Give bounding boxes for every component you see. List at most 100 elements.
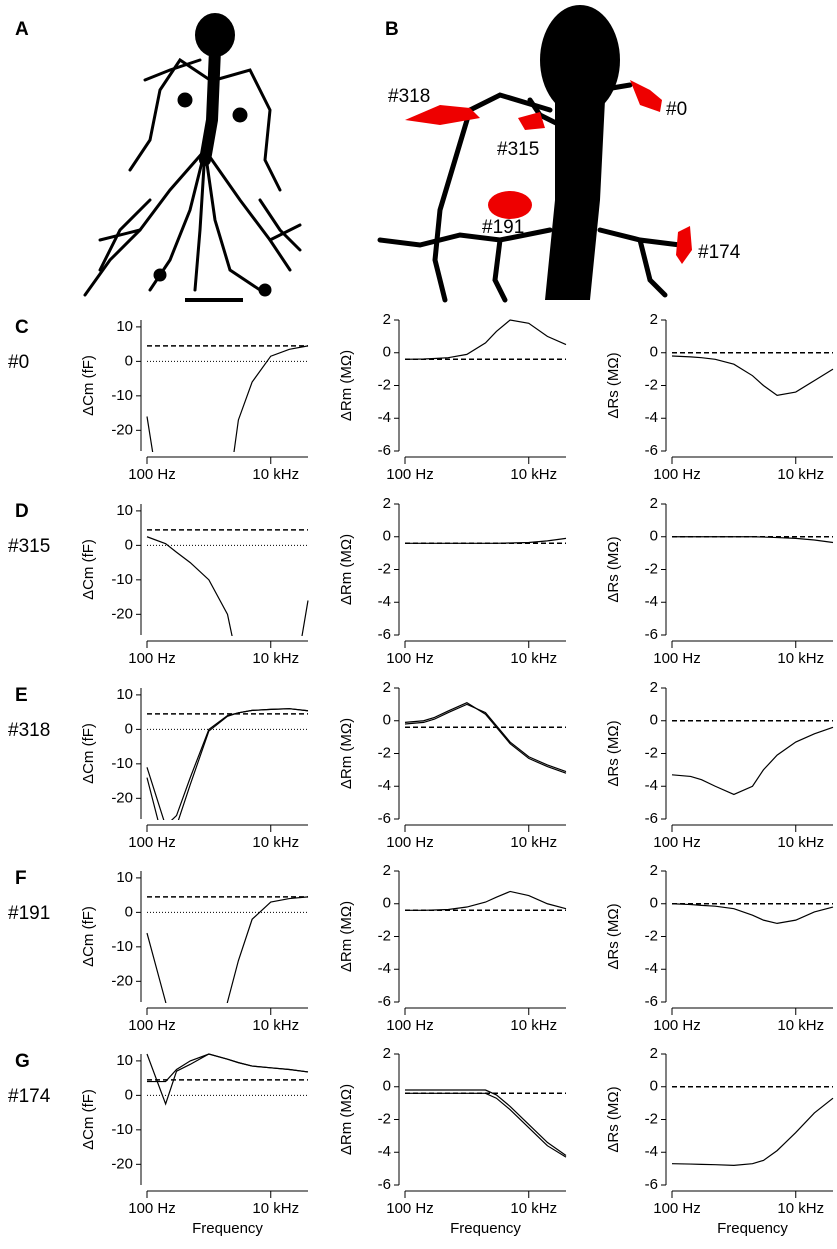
y-axis-label: ΔCm (fF) xyxy=(80,723,97,784)
x-tick-label: 10 kHz xyxy=(252,1200,299,1217)
y-tick-label: -10 xyxy=(111,1121,133,1138)
x-tick-label: 10 kHz xyxy=(510,1017,557,1034)
y-tick-label: 10 xyxy=(116,869,133,886)
x-tick-label: 10 kHz xyxy=(777,834,824,851)
plot-area xyxy=(404,319,567,361)
x-tick-label: 10 kHz xyxy=(252,1017,299,1034)
plot-area xyxy=(405,1089,567,1158)
data-line xyxy=(146,708,309,820)
y-tick-label: -4 xyxy=(645,593,658,610)
x-tick-label: 100 Hz xyxy=(653,834,701,851)
y-tick-label: 2 xyxy=(383,862,391,879)
data-line xyxy=(405,537,567,544)
y-tick-label: -4 xyxy=(645,409,658,426)
y-tick-label: 2 xyxy=(383,311,391,328)
data-line xyxy=(146,536,309,636)
neuron-b xyxy=(377,5,692,303)
x-tick-label: 100 Hz xyxy=(128,1017,176,1034)
y-tick-label: -4 xyxy=(645,777,658,794)
y-tick-label: 0 xyxy=(383,1078,391,1095)
x-tick-label: 10 kHz xyxy=(777,1200,824,1217)
y-tick-label: 0 xyxy=(125,720,133,737)
y-tick-label: -10 xyxy=(111,571,133,588)
y-tick-label: -4 xyxy=(645,960,658,977)
cell-label: #318 xyxy=(8,720,50,741)
y-tick-label: 0 xyxy=(125,903,133,920)
plot-area xyxy=(671,352,834,396)
panel-label: F xyxy=(15,868,27,889)
x-axis-label: Frequency xyxy=(450,1220,521,1237)
x-tick-label: 10 kHz xyxy=(777,466,824,483)
y-tick-label: -20 xyxy=(111,421,133,438)
y-tick-label: -4 xyxy=(378,1143,391,1160)
y-axis-label: ΔRs (MΩ) xyxy=(605,352,622,418)
data-line xyxy=(405,1092,567,1158)
y-tick-label: -6 xyxy=(645,1176,658,1193)
y-tick-label: -10 xyxy=(111,755,133,772)
y-axis-label: ΔRm (MΩ) xyxy=(338,534,355,605)
y-tick-label: -4 xyxy=(645,1143,658,1160)
y-tick-label: 10 xyxy=(116,1052,133,1069)
panel-label: G xyxy=(15,1051,30,1072)
data-line xyxy=(671,726,834,796)
data-line xyxy=(146,896,309,1003)
plot-area xyxy=(671,903,834,925)
y-tick-label: -4 xyxy=(378,409,391,426)
x-tick-label: 100 Hz xyxy=(653,1200,701,1217)
y-tick-label: -6 xyxy=(378,993,391,1010)
y-tick-label: 0 xyxy=(650,528,658,545)
y-tick-label: -2 xyxy=(378,1110,391,1127)
annotation: #0 xyxy=(666,99,687,120)
x-tick-label: 10 kHz xyxy=(777,650,824,667)
panel-label: C xyxy=(15,317,29,338)
data-line xyxy=(147,1053,309,1083)
plot-area xyxy=(146,1053,309,1106)
data-line xyxy=(146,1053,309,1106)
y-axis-label: ΔRm (MΩ) xyxy=(338,718,355,789)
x-tick-label: 10 kHz xyxy=(777,1017,824,1034)
y-tick-label: 0 xyxy=(383,344,391,361)
y-tick-label: -6 xyxy=(378,1176,391,1193)
x-tick-label: 100 Hz xyxy=(653,1017,701,1034)
y-tick-label: -6 xyxy=(645,626,658,643)
plot-area xyxy=(671,1086,834,1166)
y-tick-label: -4 xyxy=(378,777,391,794)
y-tick-label: -2 xyxy=(645,744,658,761)
annotation: #191 xyxy=(482,217,524,238)
y-tick-label: 0 xyxy=(383,528,391,545)
x-tick-label: 10 kHz xyxy=(510,1200,557,1217)
y-tick-label: 0 xyxy=(383,712,391,729)
y-tick-label: -20 xyxy=(111,605,133,622)
x-tick-label: 10 kHz xyxy=(252,834,299,851)
data-line xyxy=(405,890,567,911)
cell-label: #0 xyxy=(8,352,29,373)
cell-label: #174 xyxy=(8,1086,51,1107)
data-line xyxy=(671,903,834,925)
y-tick-label: -2 xyxy=(645,376,658,393)
y-tick-label: 2 xyxy=(383,495,391,512)
x-tick-label: 100 Hz xyxy=(653,650,701,667)
y-tick-label: -2 xyxy=(378,560,391,577)
panel-label: B xyxy=(385,19,399,40)
y-tick-label: 10 xyxy=(116,502,133,519)
cell-label: #315 xyxy=(8,536,50,557)
y-tick-label: -6 xyxy=(378,810,391,827)
x-tick-label: 100 Hz xyxy=(653,466,701,483)
y-tick-label: -6 xyxy=(645,993,658,1010)
y-tick-label: -20 xyxy=(111,972,133,989)
y-tick-label: -2 xyxy=(645,1110,658,1127)
x-tick-label: 100 Hz xyxy=(128,1200,176,1217)
x-tick-label: 100 Hz xyxy=(386,1017,434,1034)
y-tick-label: 0 xyxy=(650,1078,658,1095)
data-line xyxy=(671,1097,834,1166)
annotation: #174 xyxy=(698,242,741,263)
y-tick-label: 0 xyxy=(650,895,658,912)
x-tick-label: 100 Hz xyxy=(386,650,434,667)
panel-label: A xyxy=(15,19,29,40)
y-axis-label: ΔRs (MΩ) xyxy=(605,1086,622,1152)
y-tick-label: -2 xyxy=(378,927,391,944)
data-line xyxy=(404,702,567,774)
y-tick-label: 2 xyxy=(383,1045,391,1062)
y-tick-label: -2 xyxy=(378,744,391,761)
y-tick-label: -6 xyxy=(378,442,391,459)
